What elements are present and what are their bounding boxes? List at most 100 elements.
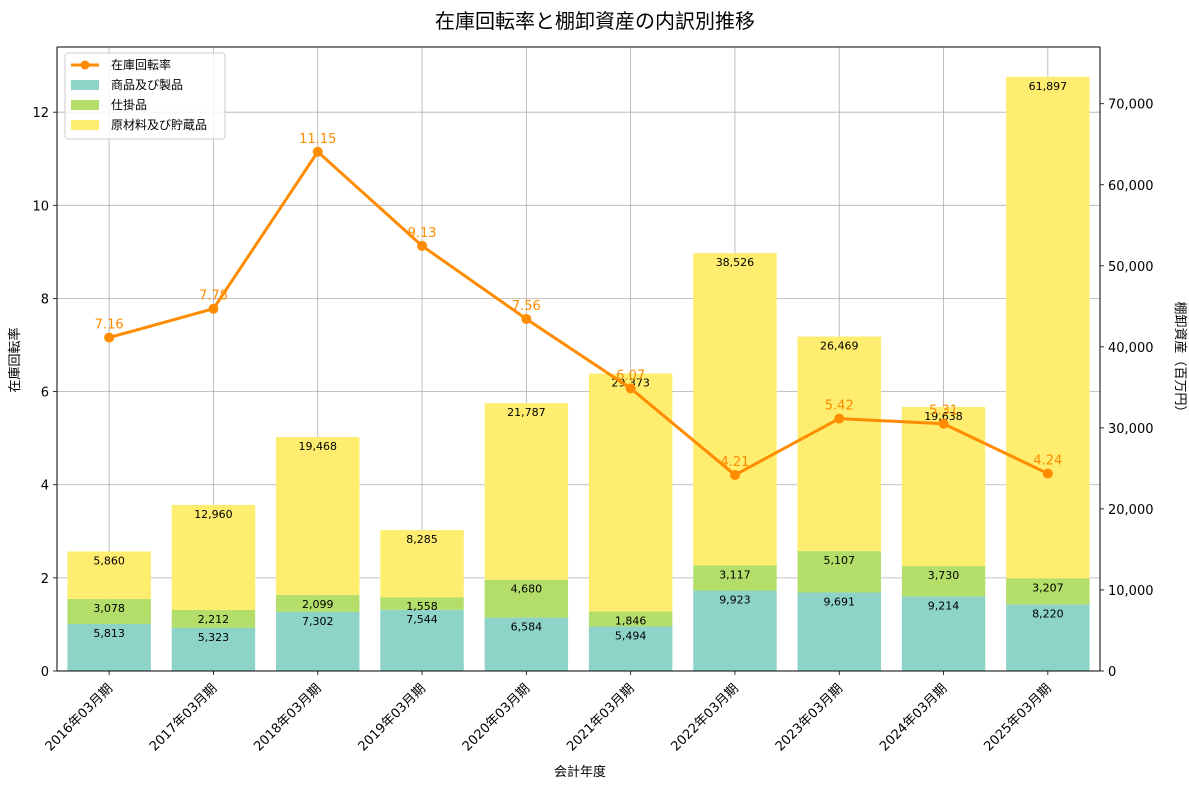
bar-value-label: 5,323 (198, 631, 230, 644)
turnover-value-label: 4.24 (1033, 454, 1062, 469)
y-left-tick-label: 8 (41, 292, 49, 307)
bar-value-label: 1,558 (406, 600, 438, 613)
bar-segment (693, 565, 777, 591)
y-left-tick-label: 4 (41, 479, 49, 494)
bar-segment (67, 598, 151, 624)
bar-segment (171, 504, 256, 610)
bar-segment (1006, 604, 1090, 671)
bar-segment (484, 403, 569, 580)
y-right-tick-label: 40,000 (1108, 341, 1154, 356)
bar-value-label: 3,730 (928, 569, 960, 582)
legend-label: 原材料及び貯蔵品 (111, 118, 207, 132)
y-axis-left-label: 在庫回転率 (7, 327, 23, 392)
bar-value-label: 8,220 (1032, 607, 1064, 620)
bar-value-label: 29,373 (611, 376, 650, 389)
turnover-value-label: 11.15 (299, 132, 336, 147)
bar-segment (484, 617, 569, 671)
bar-value-label: 38,526 (716, 256, 755, 269)
bar-segment (67, 623, 151, 671)
bar-segment (693, 590, 777, 671)
turnover-point (312, 146, 323, 157)
bar-segment (1006, 578, 1090, 605)
bar-data-labels: 5,813 3,078 5,860 5,323 2,212 12,960 7,302 2,09… (93, 80, 1067, 644)
turnover-value-label: 7.16 (95, 318, 124, 333)
y-axis-right-label: 棚卸資産（百万円） (1172, 301, 1188, 418)
bar-segment (276, 437, 360, 595)
bar-value-label: 26,469 (820, 340, 859, 353)
turnover-point (208, 303, 219, 314)
bar-value-label: 5,494 (615, 629, 647, 642)
y-left-tick-label: 0 (41, 665, 49, 680)
bar-value-label: 4,680 (511, 583, 543, 596)
bar-segment (901, 566, 986, 597)
turnover-point (938, 418, 949, 429)
bar-value-label: 3,117 (719, 568, 751, 581)
bar-segment (171, 627, 256, 671)
legend-swatch (71, 120, 99, 130)
turnover-value-label: 5.31 (929, 404, 958, 419)
x-tick-label: 2022年03月期 (668, 681, 741, 754)
turnover-value-label: 6.07 (616, 368, 645, 383)
chart-title: 在庫回転率と棚卸資産の内訳別推移 (435, 9, 755, 33)
legend-label: 在庫回転率 (111, 57, 171, 72)
bar-segment (67, 551, 151, 599)
bar-value-label: 2,212 (198, 613, 230, 626)
bar-value-label: 7,544 (406, 613, 438, 626)
bar-value-label: 3,078 (93, 602, 125, 615)
turnover-point (1042, 468, 1053, 479)
bar-value-label: 9,214 (928, 599, 960, 612)
x-tick-label: 2017年03月期 (147, 681, 220, 754)
bar-value-label: 12,960 (194, 508, 233, 521)
bar-segment (1006, 76, 1090, 579)
y-left-tick-label: 12 (32, 106, 49, 121)
turnover-value-label: 7.78 (199, 289, 228, 304)
bar-value-label: 3,207 (1032, 581, 1064, 594)
bar-value-label: 2,099 (302, 598, 334, 611)
turnover-value-label: 5.42 (825, 399, 854, 414)
bar-value-label: 19,638 (924, 410, 963, 423)
bar-value-label: 5,107 (824, 554, 856, 567)
x-tick-label: 2020年03月期 (460, 681, 533, 754)
bar-value-label: 19,468 (299, 440, 338, 453)
legend-marker (80, 60, 90, 70)
turnover-line (108, 149, 1049, 477)
y-right-tick-label: 70,000 (1108, 98, 1154, 113)
x-axis-label: 会計年度 (554, 764, 606, 780)
turnover-point (729, 469, 740, 480)
bar-segment (588, 626, 673, 671)
bar-value-label: 61,897 (1029, 80, 1068, 93)
turnover-point (521, 313, 532, 324)
bar-segment (171, 609, 256, 628)
bar-segment (901, 596, 986, 671)
bar-segment (276, 594, 360, 612)
y-right-tick-label: 0 (1108, 665, 1116, 680)
x-tick-label: 2018年03月期 (251, 681, 324, 754)
bar-value-label: 7,302 (302, 615, 334, 628)
bar-value-label: 9,691 (824, 595, 856, 608)
bar-value-label: 1,846 (615, 615, 647, 628)
bar-value-label: 6,584 (511, 621, 543, 634)
bar-segment (380, 609, 464, 671)
bar-value-label: 9,923 (719, 594, 751, 607)
y-right-tick-label: 30,000 (1108, 422, 1154, 437)
turnover-point (417, 240, 428, 251)
legend-swatch (71, 100, 99, 110)
bar-value-label: 21,787 (507, 406, 546, 419)
y-right-tick-label: 20,000 (1108, 503, 1154, 518)
bar-segment (588, 611, 673, 627)
legend-label: 商品及び製品 (111, 77, 183, 92)
bar-segment (380, 597, 464, 610)
turnover-point (625, 383, 636, 394)
legend-box (64, 52, 226, 140)
turnover-value-label: 9.13 (408, 226, 437, 241)
turnover-line-series: 7.16 7.78 11.15 9.13 7.56 6.07 4.21 5.42 5.31 4.2… (95, 132, 1062, 480)
x-tick-label: 2021年03月期 (564, 681, 637, 754)
y-left-tick-label: 2 (41, 572, 49, 587)
x-tick-label: 2019年03月期 (356, 681, 429, 754)
bar-segment (797, 336, 881, 552)
y-right-tick-label: 10,000 (1108, 584, 1154, 599)
turnover-point (834, 413, 845, 424)
bar-segment (276, 611, 360, 671)
x-tick-label: 2024年03月期 (877, 681, 950, 754)
